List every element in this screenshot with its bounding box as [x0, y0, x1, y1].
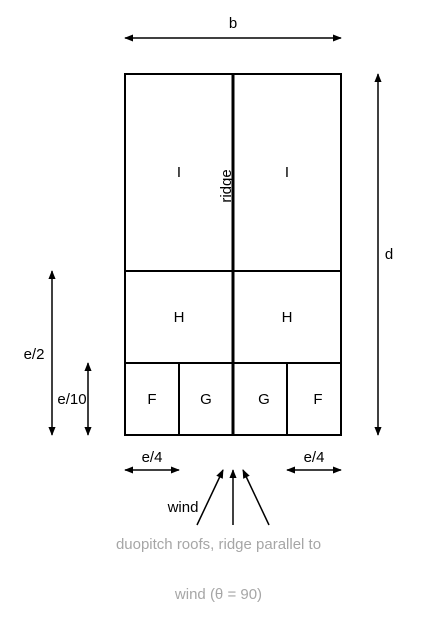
zone-i-left: I: [177, 164, 181, 181]
zone-f-left: F: [147, 391, 156, 408]
wind-label: wind: [167, 499, 199, 516]
dimension-b-label: b: [229, 15, 237, 32]
zone-f-right: F: [313, 391, 322, 408]
wind-arrow-right: [242, 469, 270, 526]
zone-h-right: H: [282, 309, 293, 326]
dimension-e-tenth-label: e/10: [57, 391, 86, 408]
dimension-e-quarter-left-label: e/4: [142, 449, 163, 466]
wind-arrow-left: [196, 469, 224, 526]
zone-i-right: I: [285, 164, 289, 181]
ridge-label: ridge: [218, 169, 235, 202]
zone-h-left: H: [174, 309, 185, 326]
zone-g-right: G: [258, 391, 270, 408]
dimension-e-half-label: e/2: [24, 346, 45, 363]
zone-g-left: G: [200, 391, 212, 408]
dimension-d-label: d: [385, 246, 393, 263]
caption-line-1: duopitch roofs, ridge parallel to: [115, 536, 322, 553]
dimension-e-quarter-right-label: e/4: [304, 449, 325, 466]
caption-line-2: wind (θ = 90): [174, 586, 263, 603]
